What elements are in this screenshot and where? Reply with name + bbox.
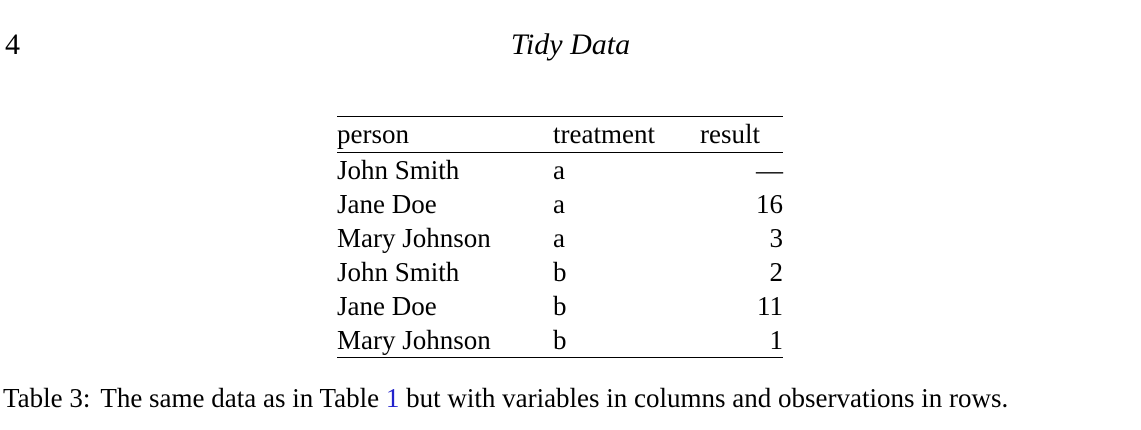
table-row: Mary Johnson b 1	[337, 323, 783, 358]
table-1-link[interactable]: 1	[385, 383, 400, 413]
table-caption-text-after: but with variables in columns and observ…	[399, 383, 1009, 413]
table-row: John Smith a —	[337, 153, 783, 188]
table-header-row: person treatment result	[337, 116, 783, 153]
cell-result: 1	[769, 324, 784, 355]
cell-result: 3	[769, 222, 784, 253]
table-row: Mary Johnson a 3	[337, 221, 783, 255]
cell-person: John Smith	[337, 154, 460, 185]
running-title: Tidy Data	[510, 28, 631, 61]
table-caption-text-before: The same data as in Table	[100, 383, 386, 413]
page-number: 4	[5, 28, 20, 61]
cell-result: —	[756, 154, 783, 185]
cell-treatment: a	[553, 188, 565, 219]
cell-person: Mary Johnson	[337, 222, 491, 253]
cell-treatment: a	[553, 154, 565, 185]
tidy-data-table: person treatment result John Smith a — J…	[337, 116, 783, 358]
cell-treatment: b	[553, 324, 567, 355]
cell-result: 11	[757, 290, 783, 321]
table-row: John Smith b 2	[337, 255, 783, 289]
cell-person: John Smith	[337, 256, 460, 287]
cell-treatment: a	[553, 222, 565, 253]
cell-treatment: b	[553, 290, 567, 321]
cell-person: Jane Doe	[337, 290, 437, 321]
cell-person: Jane Doe	[337, 188, 437, 219]
cell-result: 16	[756, 188, 783, 219]
cell-person: Mary Johnson	[337, 324, 491, 355]
cell-treatment: b	[553, 256, 567, 287]
table-row: Jane Doe a 16	[337, 187, 783, 221]
column-header-result: result	[700, 116, 783, 153]
cell-result: 2	[769, 256, 784, 287]
table-caption-label: Table 3:	[3, 383, 91, 413]
table-row: Jane Doe b 11	[337, 289, 783, 323]
column-header-person: person	[337, 116, 553, 153]
table-caption: Table 3: The same data as in Table 1 but …	[3, 382, 1133, 414]
column-header-treatment: treatment	[553, 116, 700, 153]
